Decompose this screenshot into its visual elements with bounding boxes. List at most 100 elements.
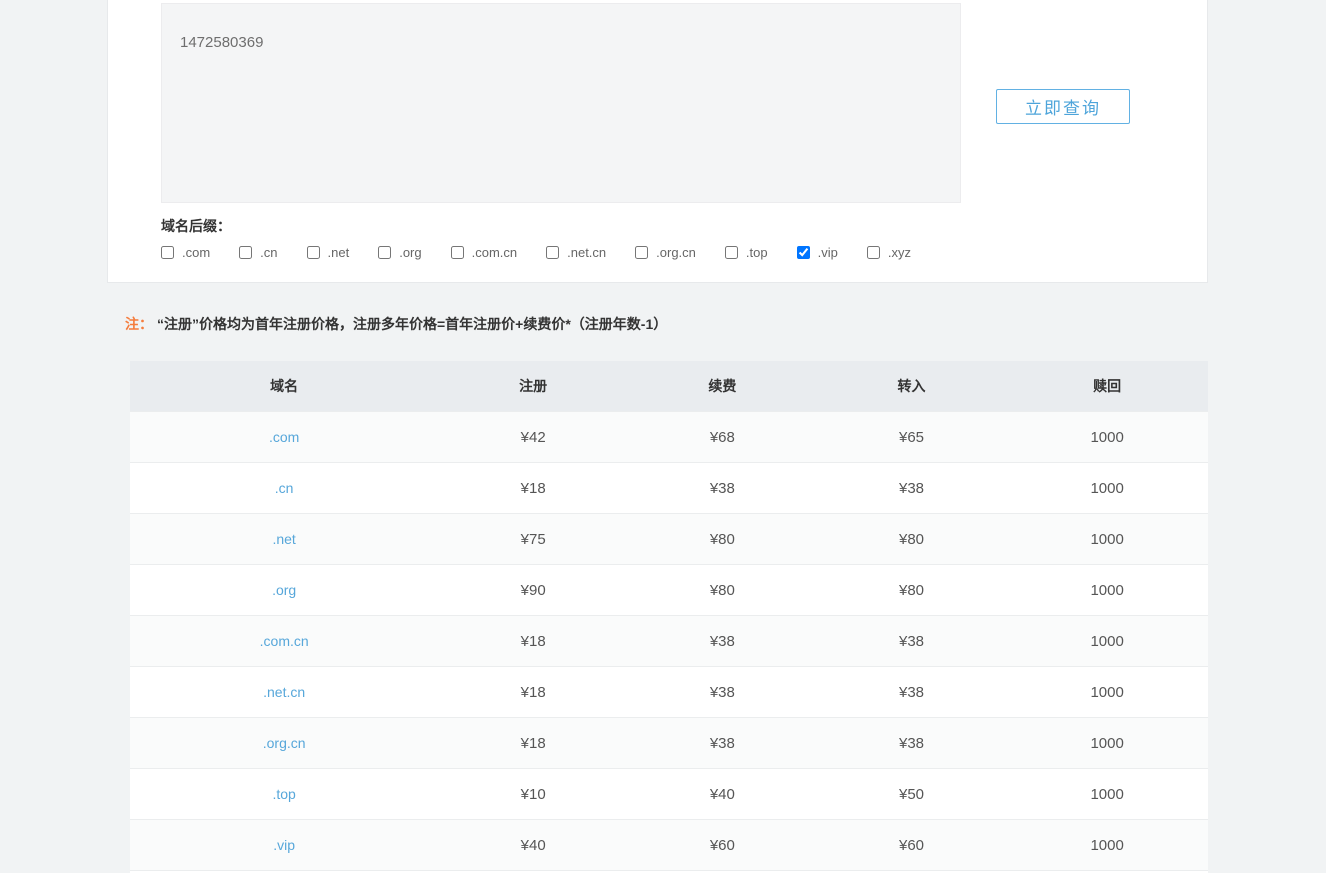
suffix-label: 域名后缀： [161,218,231,234]
table-row-vip: .vip ¥40 ¥60 ¥60 1000 [130,819,1208,870]
suffix-checkbox-cn[interactable] [239,246,253,259]
transfer-price-cell: ¥50 [899,785,925,803]
table-row-net: .net ¥75 ¥80 ¥80 1000 [130,513,1208,564]
register-price-cell: ¥10 [520,785,546,803]
redeem-price-cell: 1000 [1090,836,1124,854]
domain-link-com[interactable]: .com [268,429,300,445]
suffix-option-vip[interactable]: .vip [796,245,838,260]
redeem-price-cell: 1000 [1090,734,1124,752]
register-price-cell: ¥18 [520,734,546,752]
domain-cell: .net.cn [130,667,438,717]
suffix-option-label: .com [182,245,211,260]
redeem-price-cell: 1000 [1090,632,1124,650]
domain-cell: .org [130,565,438,615]
renew-price-cell: ¥80 [709,530,735,548]
column-header-1: 注册 [519,378,548,394]
domain-cell: .com.cn [130,616,438,666]
register-price-cell: ¥18 [520,683,546,701]
redeem-price-cell: 1000 [1090,683,1124,701]
suffix-option-net.cn[interactable]: .net.cn [546,245,606,260]
renew-price-cell: ¥68 [709,428,735,446]
suffix-checkbox-xyz[interactable] [866,246,880,259]
transfer-price-cell: ¥38 [899,683,925,701]
register-price-cell: ¥18 [520,632,546,650]
register-price-cell: ¥42 [520,428,546,446]
register-price-cell: ¥40 [520,836,546,854]
domain-cell: .org.cn [130,718,438,768]
table-row-cn: .cn ¥18 ¥38 ¥38 1000 [130,462,1208,513]
domain-link-top[interactable]: .top [272,786,296,802]
redeem-price-cell: 1000 [1090,785,1124,803]
partial-next-row [130,870,1208,873]
suffix-option-top[interactable]: .top [724,245,768,260]
domain-query-card: 1472580369 立即查询 域名后缀： .com .cn .net .org .co… [107,0,1208,283]
transfer-price-cell: ¥80 [899,530,925,548]
suffix-option-label: .net [327,245,350,260]
redeem-price-cell: 1000 [1090,530,1124,548]
redeem-price-cell: 1000 [1090,479,1124,497]
query-button[interactable]: 立即查询 [996,89,1130,124]
note-prefix: 注： [125,316,153,332]
price-table-body: .com ¥42 ¥68 ¥65 1000 .cn ¥18 ¥38 ¥38 1000 .net ¥75… [130,411,1208,870]
domain-link-net.cn[interactable]: .net.cn [263,684,306,700]
domain-cell: .com [130,412,438,462]
suffix-option-xyz[interactable]: .xyz [866,245,911,260]
domain-link-net[interactable]: .net [272,531,296,547]
suffix-option-org[interactable]: .org [378,245,422,260]
column-header-4: 赎回 [1093,378,1122,394]
transfer-price-cell: ¥80 [899,581,925,599]
suffix-option-net[interactable]: .net [306,245,350,260]
suffix-option-com.cn[interactable]: .com.cn [450,245,518,260]
suffix-checkbox-org.cn[interactable] [635,246,649,259]
table-row-org.cn: .org.cn ¥18 ¥38 ¥38 1000 [130,717,1208,768]
suffix-checkbox-net[interactable] [306,246,320,259]
renew-price-cell: ¥38 [709,632,735,650]
table-row-com: .com ¥42 ¥68 ¥65 1000 [130,411,1208,462]
domain-cell: .top [130,769,438,819]
domain-query-input[interactable]: 1472580369 [161,3,961,203]
suffix-checkbox-com.cn[interactable] [450,246,464,259]
table-row-top: .top ¥10 ¥40 ¥50 1000 [130,768,1208,819]
suffix-option-label: .org.cn [656,245,696,260]
renew-price-cell: ¥80 [709,581,735,599]
domain-link-org[interactable]: .org [272,582,297,598]
domain-link-com.cn[interactable]: .com.cn [259,633,309,649]
suffix-option-label: .org [399,245,422,260]
table-row-net.cn: .net.cn ¥18 ¥38 ¥38 1000 [130,666,1208,717]
register-price-cell: ¥90 [520,581,546,599]
renew-price-cell: ¥38 [709,479,735,497]
suffix-checkbox-vip[interactable] [796,246,810,259]
redeem-price-cell: 1000 [1090,581,1124,599]
domain-cell: .net [130,514,438,564]
renew-price-cell: ¥60 [709,836,735,854]
note-text: “注册”价格均为首年注册价格，注册多年价格=首年注册价+续费价*（注册年数-1） [157,316,668,332]
column-header-2: 续费 [708,378,737,394]
domain-link-cn[interactable]: .cn [274,480,294,496]
table-row-org: .org ¥90 ¥80 ¥80 1000 [130,564,1208,615]
suffix-option-org.cn[interactable]: .org.cn [635,245,696,260]
domain-cell: .cn [130,463,438,513]
transfer-price-cell: ¥38 [899,632,925,650]
renew-price-cell: ¥40 [709,785,735,803]
transfer-price-cell: ¥65 [899,428,925,446]
domain-cell: .vip [130,820,438,870]
suffix-option-com[interactable]: .com [161,245,210,260]
suffix-checkbox-row: .com .cn .net .org .com.cn .net.cn .org.cn .top… [161,245,1161,260]
suffix-option-cn[interactable]: .cn [239,245,278,260]
column-header-0: 域名 [270,378,299,394]
suffix-checkbox-com[interactable] [161,246,174,259]
domain-link-vip[interactable]: .vip [273,837,296,853]
domain-link-org.cn[interactable]: .org.cn [262,735,306,751]
suffix-option-label: .vip [817,245,838,260]
suffix-option-label: .cn [260,245,278,260]
suffix-checkbox-org[interactable] [378,246,392,259]
register-price-cell: ¥75 [520,530,546,548]
suffix-option-label: .top [745,245,768,260]
suffix-option-label: .com.cn [471,245,518,260]
table-row-com.cn: .com.cn ¥18 ¥38 ¥38 1000 [130,615,1208,666]
suffix-checkbox-net.cn[interactable] [546,246,560,259]
register-price-cell: ¥18 [520,479,546,497]
price-table: 域名 注册 续费 转入 赎回 .com ¥42 ¥68 ¥65 1000 .cn ¥18 ¥38 ¥38… [130,361,1208,873]
transfer-price-cell: ¥38 [899,734,925,752]
suffix-checkbox-top[interactable] [724,246,738,259]
